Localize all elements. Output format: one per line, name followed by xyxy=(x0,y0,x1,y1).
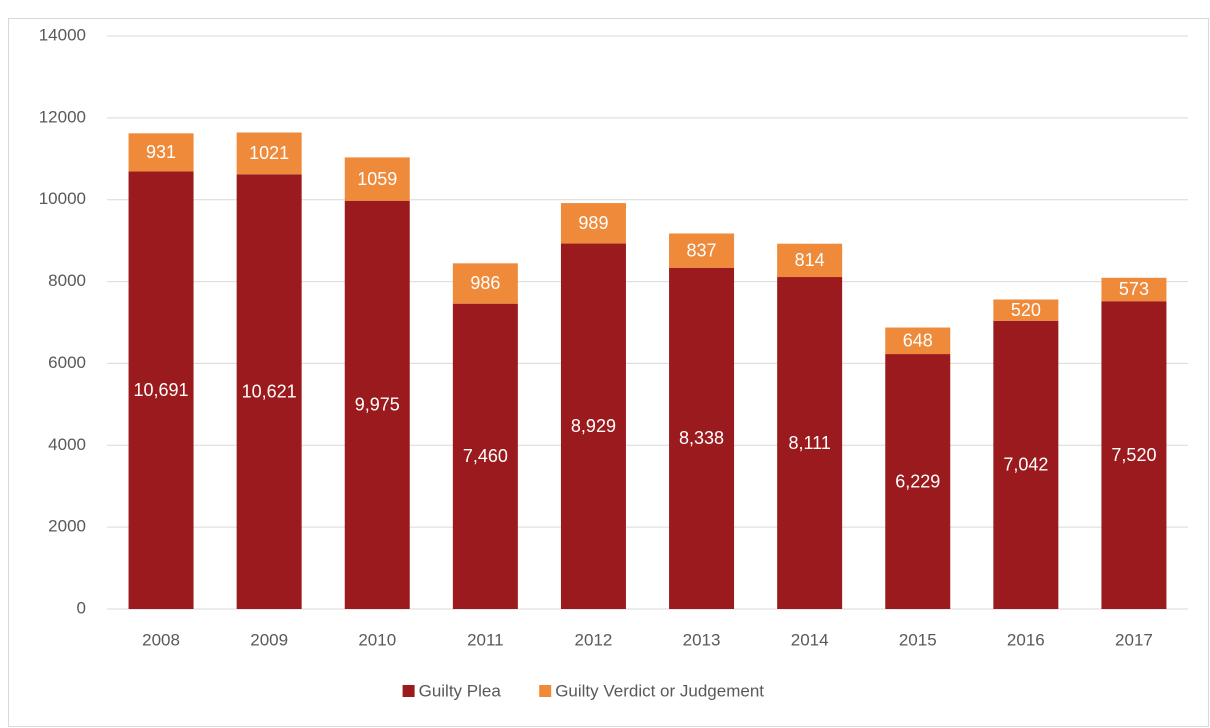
legend-swatch xyxy=(539,685,552,697)
bar-segment xyxy=(452,303,518,609)
bar-segment xyxy=(1101,277,1167,302)
x-tick-label: 2012 xyxy=(575,630,613,649)
y-tick-label: 0 xyxy=(77,598,86,617)
bar-segment xyxy=(777,277,843,609)
data-label: 837 xyxy=(687,240,717,260)
bar-segment xyxy=(885,354,951,609)
bar-segment xyxy=(560,243,626,610)
chart-frame xyxy=(8,18,1209,727)
bar-segment xyxy=(885,327,951,355)
bar-segment xyxy=(128,171,194,609)
bar-segment xyxy=(236,132,302,175)
bar-segment xyxy=(669,267,735,609)
data-label: 10,621 xyxy=(242,381,297,401)
x-tick-label: 2016 xyxy=(1007,630,1045,649)
bar-segment xyxy=(452,263,518,304)
data-label: 989 xyxy=(578,213,608,233)
data-label: 7,520 xyxy=(1111,445,1156,465)
data-label: 986 xyxy=(470,273,500,293)
y-tick-label: 10000 xyxy=(39,189,86,208)
data-label: 1059 xyxy=(357,169,397,189)
data-label: 9,975 xyxy=(355,395,400,415)
data-label: 6,229 xyxy=(895,471,940,491)
y-tick-label: 14000 xyxy=(39,25,86,44)
data-label: 8,338 xyxy=(679,428,724,448)
data-label: 1021 xyxy=(249,143,289,163)
bar-segment xyxy=(1101,301,1167,609)
bar-segment xyxy=(777,243,843,278)
data-label: 8,929 xyxy=(571,416,616,436)
y-tick-label: 8000 xyxy=(48,271,86,290)
bar-segment xyxy=(669,233,735,268)
bar-segment xyxy=(128,133,194,172)
x-tick-label: 2011 xyxy=(467,630,504,649)
bar-segment xyxy=(236,174,302,609)
x-tick-label: 2017 xyxy=(1115,630,1153,649)
x-tick-label: 2013 xyxy=(683,630,721,649)
bar-segment xyxy=(344,200,410,610)
x-tick-label: 2008 xyxy=(142,630,180,649)
data-label: 8,111 xyxy=(788,433,830,453)
legend-swatch xyxy=(402,685,415,697)
x-tick-label: 2015 xyxy=(899,630,937,649)
bar-segment xyxy=(993,320,1059,609)
data-label: 814 xyxy=(795,250,825,270)
data-label: 7,460 xyxy=(463,446,508,466)
x-tick-label: 2010 xyxy=(358,630,396,649)
data-label: 573 xyxy=(1119,279,1149,299)
bar-segment xyxy=(560,203,626,244)
data-label: 931 xyxy=(146,142,176,162)
y-tick-label: 4000 xyxy=(48,435,86,454)
legend-label: Guilty Verdict or Judgement xyxy=(555,681,764,700)
x-tick-label: 2014 xyxy=(791,630,829,649)
y-tick-label: 6000 xyxy=(48,353,86,372)
data-label: 648 xyxy=(903,331,933,351)
legend-label: Guilty Plea xyxy=(419,681,502,700)
y-tick-label: 2000 xyxy=(48,517,86,536)
bar-segment xyxy=(993,299,1059,321)
data-label: 7,042 xyxy=(1003,455,1048,475)
x-tick-label: 2009 xyxy=(250,630,288,649)
bar-segment xyxy=(344,157,410,201)
data-label: 520 xyxy=(1011,300,1041,320)
data-label: 10,691 xyxy=(134,380,189,400)
y-tick-label: 12000 xyxy=(39,107,86,126)
